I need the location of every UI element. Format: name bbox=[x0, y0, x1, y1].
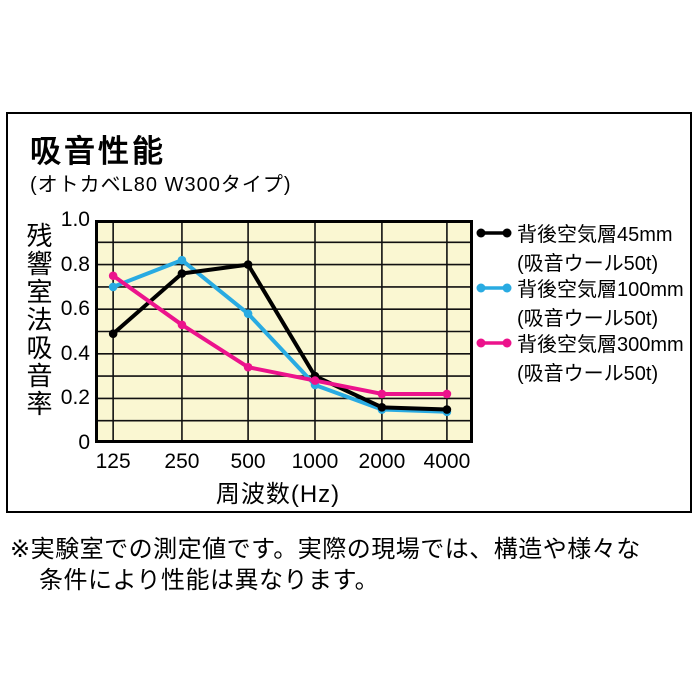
series-line bbox=[111, 274, 447, 396]
x-tick-label: 250 bbox=[164, 450, 200, 473]
data-point-marker bbox=[377, 403, 387, 412]
y-tick-label: 0.8 bbox=[60, 252, 90, 276]
x-tick-label: 2000 bbox=[358, 450, 406, 473]
y-tick-label: 0.6 bbox=[60, 297, 90, 321]
series-line bbox=[112, 258, 447, 414]
legend-item: 背後空気層100mm (吸音ウール50t) bbox=[476, 273, 684, 331]
data-point-marker bbox=[243, 309, 253, 318]
data-point-marker bbox=[177, 269, 187, 278]
legend-line-marker-icon bbox=[476, 283, 512, 292]
data-point-marker bbox=[108, 329, 118, 339]
x-tick-label: 500 bbox=[230, 450, 266, 473]
x-axis-label: 周波数(Hz) bbox=[215, 481, 341, 508]
data-point-marker bbox=[442, 389, 452, 399]
data-point-marker bbox=[108, 282, 118, 292]
y-axis-label: 残響室法吸音率 bbox=[23, 222, 53, 418]
chart-frame: 吸音性能 (オトカベL80 W300タイプ) 残響室法吸音率 1.0 0.8 0.6… bbox=[6, 112, 692, 513]
data-point-marker bbox=[310, 376, 320, 385]
legend-item-label: 背後空気層100mm bbox=[517, 279, 684, 301]
legend-line-marker-icon bbox=[476, 228, 512, 237]
line-chart bbox=[95, 220, 473, 443]
x-tick-label: 125 bbox=[95, 450, 131, 473]
legend-item: 背後空気層45mm (吸音ウール50t) bbox=[476, 218, 673, 276]
x-tick-label: 1000 bbox=[291, 450, 339, 473]
legend-item: 背後空気層300mm (吸音ウール50t) bbox=[476, 328, 684, 386]
series-line bbox=[111, 262, 447, 412]
legend-item-sublabel: (吸音ウール50t) bbox=[517, 308, 659, 330]
data-point-marker bbox=[177, 255, 187, 265]
y-tick-label: 0.2 bbox=[60, 386, 90, 410]
plot-border bbox=[95, 220, 473, 443]
y-tick-label: 0 bbox=[78, 431, 90, 454]
chart-subtitle: (オトカベL80 W300タイプ) bbox=[30, 174, 292, 196]
footnote-line-1: ※実験室での測定値です。実際の現場では、構造や様々な bbox=[10, 536, 641, 563]
legend-item-label: 背後空気層300mm bbox=[517, 334, 684, 356]
legend-item-label: 背後空気層45mm bbox=[517, 224, 673, 246]
data-point-marker bbox=[243, 260, 253, 269]
data-point-marker bbox=[442, 405, 452, 414]
chart-title: 吸音性能 bbox=[30, 134, 166, 169]
footnote-line-2: 条件により性能は異なります。 bbox=[39, 567, 380, 594]
legend-line-marker-icon bbox=[476, 338, 512, 347]
data-point-marker bbox=[243, 362, 253, 372]
legend-item-sublabel: (吸音ウール50t) bbox=[517, 253, 659, 275]
data-point-marker bbox=[108, 271, 118, 281]
y-tick-label: 0.4 bbox=[60, 341, 90, 365]
plot-area bbox=[95, 220, 473, 443]
legend-item-sublabel: (吸音ウール50t) bbox=[517, 363, 659, 385]
x-tick-label: 4000 bbox=[423, 450, 471, 473]
y-tick-label: 1.0 bbox=[60, 208, 90, 231]
data-point-marker bbox=[377, 389, 387, 399]
data-point-marker bbox=[177, 320, 187, 330]
